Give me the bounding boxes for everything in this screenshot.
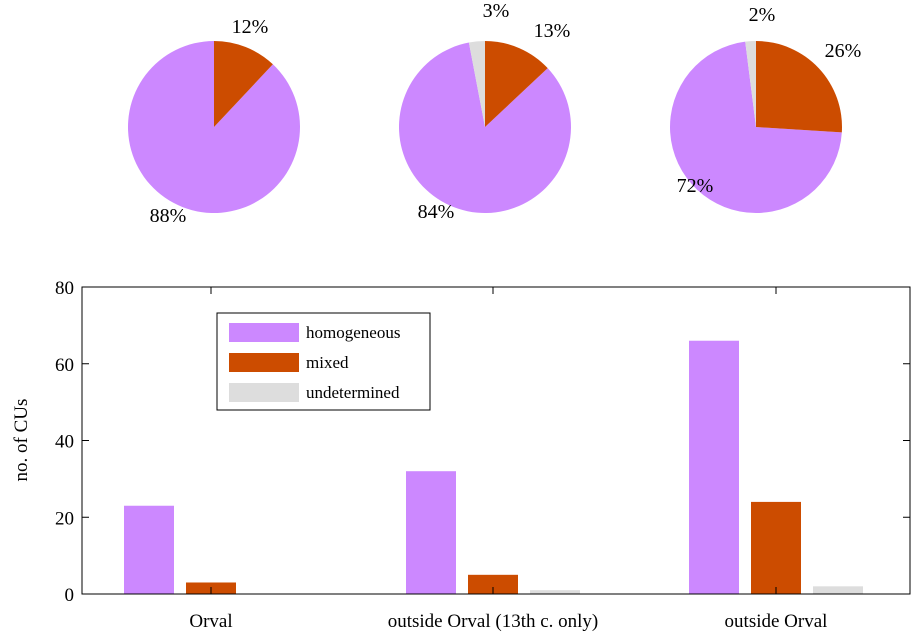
pie-chart-1: 88% 12% xyxy=(127,16,300,227)
pie-label-mixed: 13% xyxy=(534,20,571,42)
bar-homogeneous-1 xyxy=(124,505,174,594)
y-tick-label: 60 xyxy=(55,355,74,376)
legend-swatch-undetermined xyxy=(229,383,299,402)
pie-charts: 88% 12% 84% 13% 3% 72% 26% 2% xyxy=(127,0,862,227)
pie-label-mixed: 12% xyxy=(232,16,269,38)
pie-label-undetermined: 2% xyxy=(749,4,776,26)
pie-chart-3: 72% 26% 2% xyxy=(669,4,862,214)
x-category-label: Orval xyxy=(189,611,232,632)
bar-undetermined-3 xyxy=(813,586,863,594)
pie-label-homogeneous: 84% xyxy=(418,201,455,223)
pie-label-homogeneous: 88% xyxy=(150,205,187,227)
legend-label-homogeneous: homogeneous xyxy=(306,323,400,342)
y-axis-title: no. of CUs xyxy=(11,399,32,482)
pie-chart-2: 84% 13% 3% xyxy=(398,0,571,223)
pie-slice-mixed xyxy=(756,41,842,133)
x-category-label: outside Orval (13th c. only) xyxy=(388,611,599,632)
y-tick-label: 20 xyxy=(55,508,74,529)
pie-slice-mixed xyxy=(214,41,273,127)
legend: homogeneous mixed undetermined xyxy=(216,312,431,411)
bar-homogeneous-2 xyxy=(406,471,456,594)
x-ticks: Orval outside Orval (13th c. only) outside… xyxy=(189,287,827,632)
y-tick-label: 0 xyxy=(65,585,75,606)
pie-slice-undetermined xyxy=(468,41,485,127)
bar-homogeneous-3 xyxy=(689,340,739,594)
y-ticks: 0 20 40 60 80 xyxy=(55,278,910,606)
pie-slice-homogeneous xyxy=(669,41,842,214)
bar-chart: 0 20 40 60 80 Orval outside Orval (13th c. on… xyxy=(11,278,911,632)
legend-label-mixed: mixed xyxy=(306,353,349,372)
legend-swatch-homogeneous xyxy=(229,323,299,342)
y-tick-label: 80 xyxy=(55,278,74,299)
legend-swatch-mixed xyxy=(229,353,299,372)
bar-mixed-3 xyxy=(751,501,801,594)
pie-label-homogeneous: 72% xyxy=(677,175,714,197)
pie-label-undetermined: 3% xyxy=(483,0,510,22)
bar-undetermined-2 xyxy=(530,590,580,594)
pie-slice-homogeneous xyxy=(398,42,571,213)
legend-label-undetermined: undetermined xyxy=(306,383,400,402)
x-category-label: outside Orval xyxy=(725,611,828,632)
bar-mixed-2 xyxy=(468,574,518,594)
pie-slice-homogeneous xyxy=(127,41,300,213)
pie-label-mixed: 26% xyxy=(825,40,862,62)
pie-slice-undetermined xyxy=(745,41,756,127)
y-tick-label: 40 xyxy=(55,432,74,453)
pie-slice-mixed xyxy=(485,41,548,127)
bars xyxy=(124,340,863,594)
